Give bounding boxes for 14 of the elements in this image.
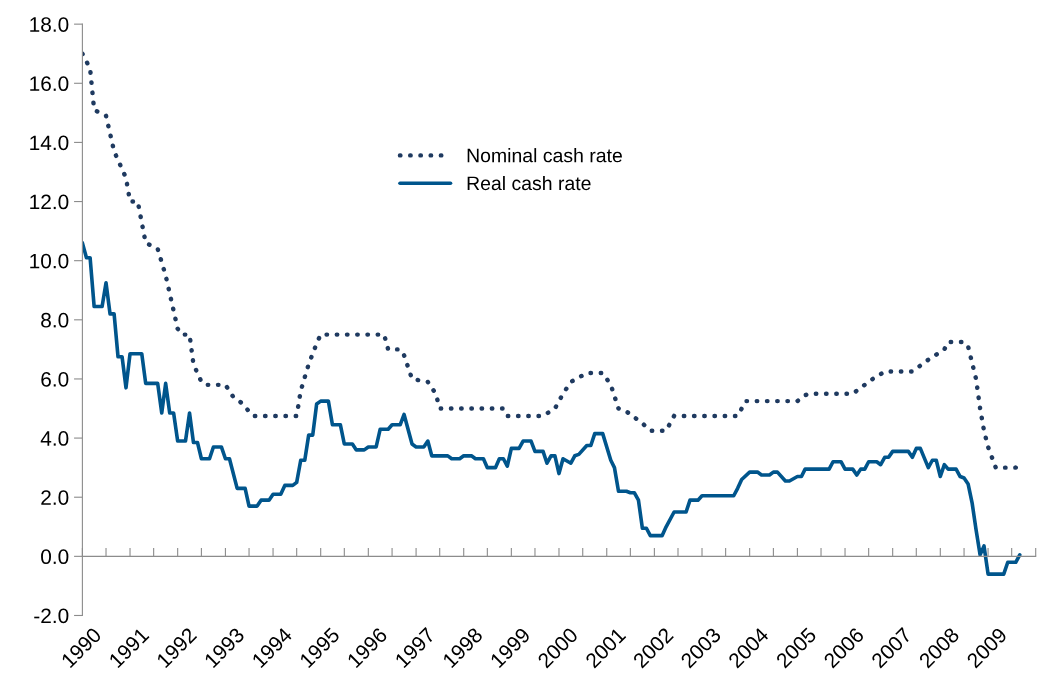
- legend-label: Nominal cash rate: [467, 148, 622, 163]
- y-tick-label: 16.0: [30, 76, 69, 92]
- y-tick-label: 10.0: [30, 253, 69, 269]
- y-tick-label: 18.0: [30, 17, 69, 32]
- y-tick-label: 8.0: [41, 312, 69, 328]
- y-tick-label: 14.0: [30, 135, 69, 151]
- y-tick-label: 12.0: [30, 194, 69, 210]
- line-series: [82, 241, 1022, 576]
- y-tick-label: 4.0: [40, 431, 69, 446]
- y-tick-label: 6.0: [41, 371, 69, 387]
- y-tick-label: -2.0: [34, 608, 69, 624]
- y-tick-label: 2.0: [41, 490, 69, 505]
- y-tick-label: 0.0: [41, 549, 69, 565]
- legend-label: Real cash rate: [467, 175, 591, 191]
